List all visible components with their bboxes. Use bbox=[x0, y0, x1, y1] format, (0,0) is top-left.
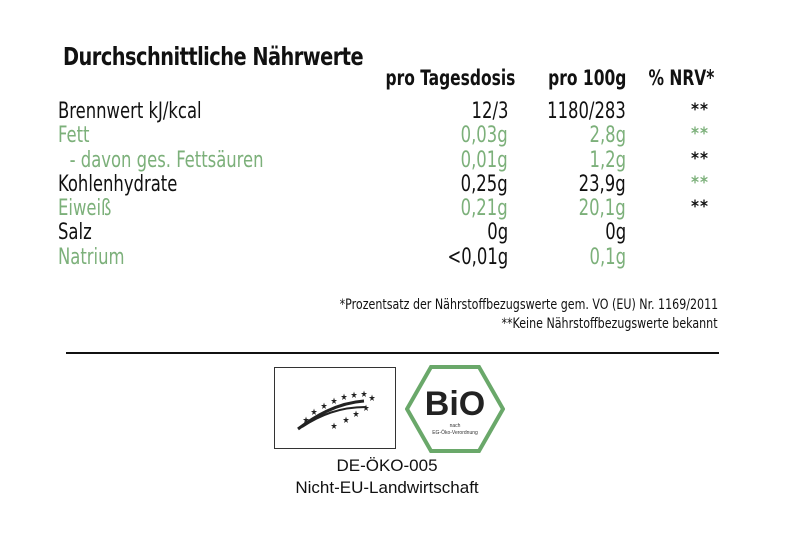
value-per-dose: 12/3 bbox=[471, 99, 508, 124]
value-per-100g: 20,1g bbox=[579, 196, 626, 222]
eu-star-icon: ★ bbox=[310, 408, 317, 418]
value-per-100g: 2,8g bbox=[589, 123, 626, 149]
value-nrv: ** bbox=[691, 100, 709, 120]
value-per-100g: 0,1g bbox=[589, 244, 626, 270]
bio-seal-text: BiO bbox=[425, 385, 485, 423]
nutrient-label: Kohlenhydrate bbox=[58, 171, 178, 197]
footnote-unknown: **Keine Nährstoffbezugswerte bekannt bbox=[501, 316, 718, 332]
origin-statement: Nicht-EU-Landwirtschaft bbox=[295, 478, 479, 497]
value-per-100g: 1,2g bbox=[589, 147, 626, 173]
nutrient-label: Fett bbox=[58, 123, 90, 149]
table-row: Eiweiß 0,21g 20,1g ** bbox=[0, 197, 790, 221]
nutrient-label: Salz bbox=[58, 220, 92, 246]
value-per-100g: 1180/283 bbox=[547, 99, 626, 124]
eu-star-icon: ★ bbox=[352, 410, 359, 420]
eu-star-icon: ★ bbox=[340, 393, 347, 403]
table-row: Fett 0,03g 2,8g ** bbox=[0, 124, 790, 148]
column-header-nrv: % NRV* bbox=[648, 66, 714, 90]
nutrient-label: Natrium bbox=[58, 244, 125, 270]
column-header-dose: pro Tagesdosis bbox=[385, 66, 515, 90]
table-row: Kohlenhydrate 0,25g 23,9g ** bbox=[0, 171, 790, 197]
value-per-dose: 0g bbox=[487, 220, 508, 246]
table-row: Salz 0g 0g bbox=[0, 221, 790, 245]
nutrition-table: Brennwert kJ/kcal 12/3 1180/283 ** Fett 0,03g… bbox=[0, 100, 790, 270]
eu-organic-leaf-logo: ★★★ ★ ★ ★ ★ ★★★★★ bbox=[274, 367, 396, 449]
page-title: Durchschnittliche Nährwerte bbox=[63, 42, 364, 71]
eu-star-icon: ★ bbox=[330, 422, 337, 432]
value-per-dose: 0,03g bbox=[461, 123, 508, 149]
eu-star-icon: ★ bbox=[320, 402, 327, 412]
eco-control-code: DE-ÖKO-005 bbox=[336, 456, 438, 475]
column-header-per100: pro 100g bbox=[547, 66, 626, 90]
nutrient-label: Eiweiß bbox=[58, 196, 112, 222]
value-per-100g: 0g bbox=[605, 220, 626, 246]
eu-star-icon: ★ bbox=[350, 391, 357, 401]
eu-star-icon: ★ bbox=[360, 390, 367, 400]
value-nrv: ** bbox=[691, 197, 709, 218]
svg-text:EG-Öko-Verordnung: EG-Öko-Verordnung bbox=[432, 429, 478, 436]
value-per-100g: 23,9g bbox=[579, 171, 626, 197]
eu-star-icon: ★ bbox=[330, 397, 337, 407]
eu-star-icon: ★ bbox=[368, 394, 375, 404]
footnote-nrv: *Prozentsatz der Nährstoffbezugswerte ge… bbox=[339, 297, 718, 313]
value-per-dose: 0,01g bbox=[461, 147, 508, 173]
table-row: Natrium <0,01g 0,1g bbox=[0, 244, 790, 270]
eu-star-icon: ★ bbox=[342, 416, 349, 426]
eu-star-icon: ★ bbox=[362, 404, 369, 414]
value-per-dose: 0,21g bbox=[461, 196, 508, 222]
value-per-dose: 0,25g bbox=[461, 171, 508, 197]
value-nrv: ** bbox=[691, 172, 709, 193]
nutrient-label: Brennwert kJ/kcal bbox=[58, 99, 202, 124]
value-nrv: ** bbox=[691, 124, 709, 145]
value-nrv: ** bbox=[691, 148, 709, 169]
table-row: - davon ges. Fettsäuren 0,01g 1,2g ** bbox=[0, 147, 790, 173]
value-per-dose: <0,01g bbox=[447, 244, 508, 270]
bio-seal-logo: BiO nach EG-Öko-Verordnung bbox=[405, 365, 505, 453]
table-row: Brennwert kJ/kcal 12/3 1180/283 ** bbox=[0, 100, 790, 124]
nutrient-label: - davon ges. Fettsäuren bbox=[69, 147, 264, 173]
svg-text:nach: nach bbox=[450, 423, 461, 429]
divider-line bbox=[66, 352, 719, 354]
eu-star-icon: ★ bbox=[302, 416, 309, 426]
